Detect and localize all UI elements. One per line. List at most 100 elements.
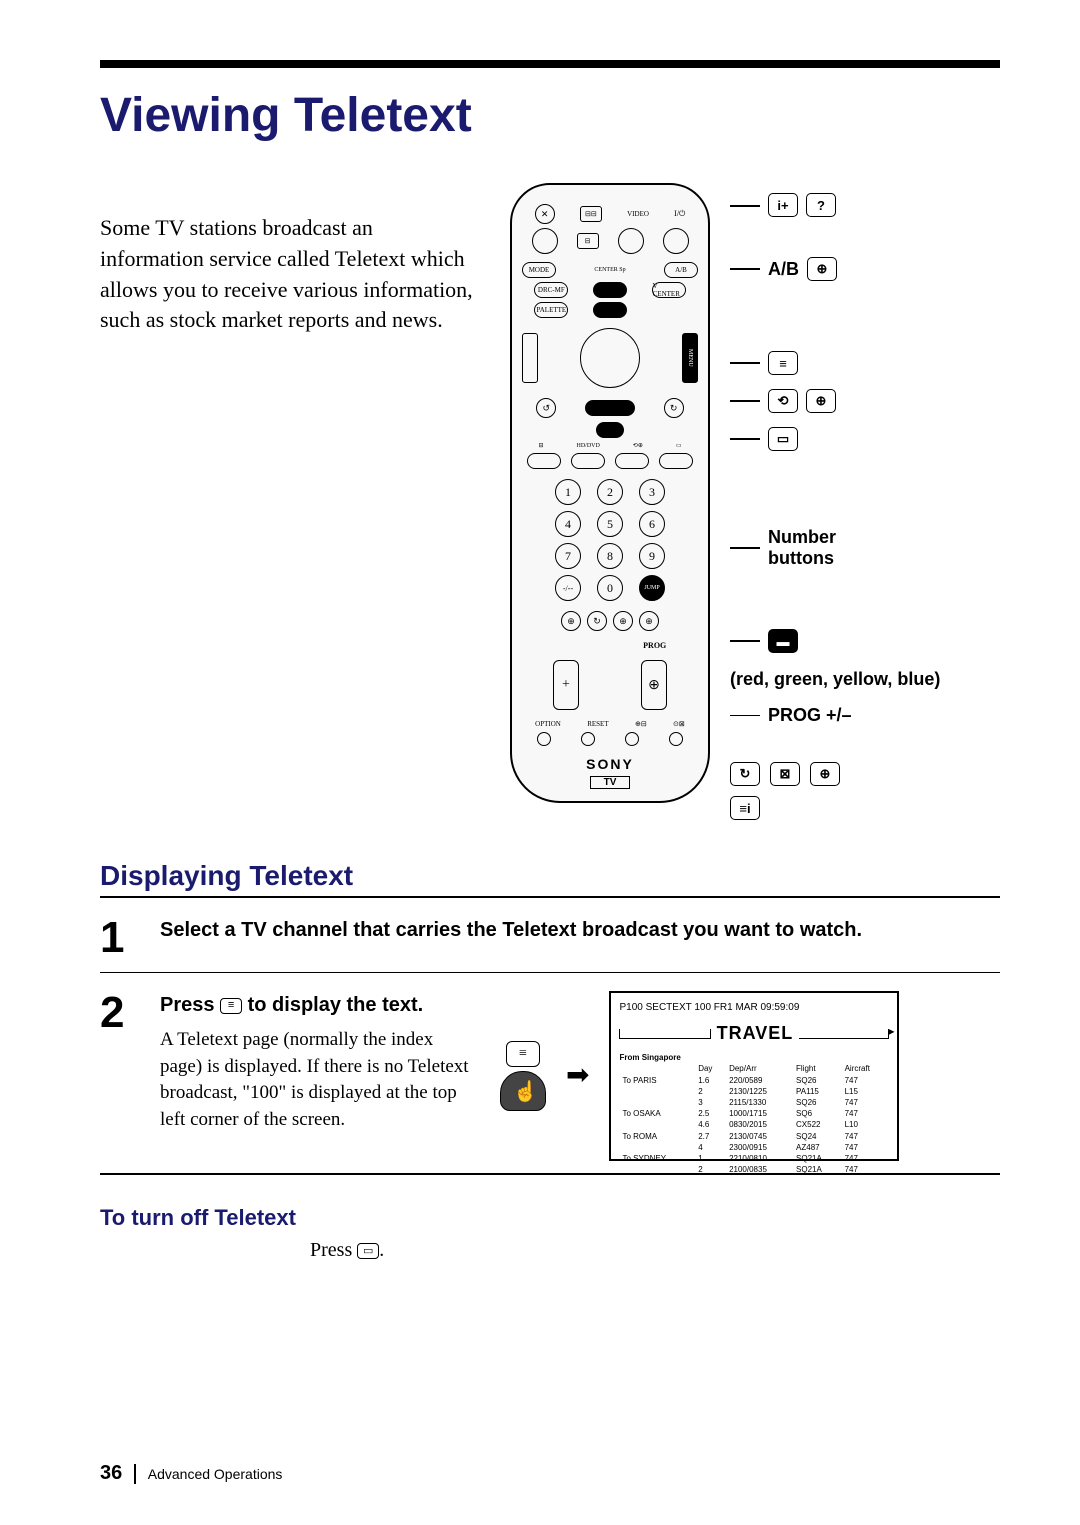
step-2-lead-a: Press — [160, 994, 220, 1016]
power-button — [663, 228, 689, 254]
callout-info-icon: i+ — [768, 193, 798, 217]
reset-label: RESET — [587, 720, 608, 728]
turnoff-a: Press — [310, 1239, 357, 1261]
callout-ab-label: A/B — [768, 259, 799, 280]
tt-btn-2 — [571, 453, 605, 469]
step-2-num: 2 — [100, 991, 140, 1035]
thumb-icon — [500, 1071, 546, 1111]
footer-divider — [134, 1464, 136, 1484]
section-title: Displaying Teletext — [100, 860, 1000, 892]
off-btn — [669, 732, 683, 746]
num-0: 0 — [597, 575, 623, 601]
twin-prog2 — [585, 400, 635, 416]
num-3: 3 — [639, 479, 665, 505]
callout-prog-label: PROG +/– — [768, 705, 852, 726]
tt-col-3: Flight — [793, 1063, 842, 1074]
callout-column: i+ ? A/B ⊕ ≡ ⟲⊕ ▭ Number buttons ▬ — [730, 183, 940, 820]
tt-banner: TRAVEL — [717, 1021, 794, 1046]
tt-col-1: Day — [695, 1063, 726, 1074]
video-btn: ⊟ — [577, 233, 599, 249]
turnoff-b: . — [379, 1239, 384, 1261]
tt-btn-1 — [527, 453, 561, 469]
num-6: 6 — [639, 511, 665, 537]
num-7: 7 — [555, 543, 581, 569]
callout-rev-icon: ⟲ — [768, 389, 798, 413]
vcenter-btn: V CENTER — [652, 282, 686, 298]
callout-hold-icon: ⊕ — [806, 389, 836, 413]
drc-btn: DRC-MF — [534, 282, 568, 298]
vol-button: + — [553, 660, 579, 710]
turnoff-title: To turn off Teletext — [100, 1205, 1000, 1231]
arrow-icon: ➡ — [566, 1056, 589, 1095]
turnoff-body: Press ▭. — [310, 1239, 1000, 1262]
tt-table: Day Dep/Arr Flight Aircraft To PARIS1.62… — [619, 1063, 889, 1175]
fastext-yellow: ⊕ — [613, 611, 633, 631]
top-rule — [100, 60, 1000, 68]
tt-header: P100 SECTEXT 100 FR1 MAR 09:59:09 — [619, 1001, 889, 1015]
mute-button — [532, 228, 558, 254]
menu-btn: MENU — [682, 333, 698, 383]
jump-btn: JUMP — [639, 575, 665, 601]
mute-icon: ✕ — [535, 204, 555, 224]
text-button-icon: ≡ — [220, 998, 242, 1014]
callout-number-label1: Number — [768, 527, 836, 548]
callout-bottom-4-icon: ≡i — [730, 796, 760, 820]
step-2-lead: Press ≡ to display the text. — [160, 991, 480, 1019]
step-1: 1 Select a TV channel that carries the T… — [100, 916, 1000, 960]
callout-fastext-icon: ▬ — [768, 629, 798, 653]
brand-label: SONY — [522, 756, 698, 772]
callout-bottom-3-icon: ⊕ — [810, 762, 840, 786]
prog-button: ⊕ — [641, 660, 667, 710]
center-sp-label: CENTER Sp — [556, 267, 664, 273]
num-9: 9 — [639, 543, 665, 569]
callout-help-icon: ? — [806, 193, 836, 217]
teletext-screen: P100 SECTEXT 100 FR1 MAR 09:59:09 TRAVEL… — [609, 991, 899, 1161]
step-2-lead-b: to display the text. — [242, 994, 423, 1016]
num-dash: -/-- — [555, 575, 581, 601]
num-1: 1 — [555, 479, 581, 505]
rule-2 — [100, 972, 1000, 974]
prog-label: PROG — [643, 641, 666, 650]
rule-1 — [100, 896, 1000, 898]
palette-button: PALETTE — [534, 302, 568, 318]
number-buttons: 1 2 3 4 5 6 7 8 9 -/-- 0 JUMP — [550, 479, 670, 601]
num-4: 4 — [555, 511, 581, 537]
tt-btn-3 — [615, 453, 649, 469]
page-number: 36 — [100, 1462, 122, 1485]
page-title: Viewing Teletext — [100, 88, 1000, 143]
picture-mode-btn — [522, 333, 538, 383]
tt-from: From Singapore — [619, 1052, 889, 1063]
footer: 36 Advanced Operations — [100, 1462, 282, 1485]
center-btn — [596, 422, 624, 438]
mode-button: MODE — [522, 262, 556, 278]
rotate-l-icon: ↺ — [536, 398, 556, 418]
footer-section: Advanced Operations — [148, 1466, 283, 1482]
step-2-illustration: ≡ ➡ P100 SECTEXT 100 FR1 MAR 09:59:09 TR… — [500, 991, 899, 1161]
tv-return-icon: ▭ — [357, 1243, 379, 1259]
option-label: OPTION — [535, 720, 561, 728]
video-select-button — [618, 228, 644, 254]
callout-text-icon: ≡ — [768, 351, 798, 375]
fastext-blue: ⊕ — [639, 611, 659, 631]
intro-text: Some TV stations broadcast an informatio… — [100, 183, 480, 820]
option-btn — [537, 732, 551, 746]
dpad — [580, 328, 640, 388]
tv-label: TV — [590, 776, 630, 789]
video-label: VIDEO — [627, 210, 649, 218]
tt-btn-4 — [659, 453, 693, 469]
callout-bottom-2-icon: ⊠ — [770, 762, 800, 786]
num-2: 2 — [597, 479, 623, 505]
step-2: 2 Press ≡ to display the text. A Teletex… — [100, 991, 1000, 1161]
pip-icon: ⊟⊟ — [580, 206, 602, 222]
num-5: 5 — [597, 511, 623, 537]
memory-stick-btn — [593, 282, 627, 298]
callout-tv-icon: ▭ — [768, 427, 798, 451]
step-1-text: Select a TV channel that carries the Tel… — [160, 916, 1000, 944]
callout-bottom-1-icon: ↻ — [730, 762, 760, 786]
timer-btn — [625, 732, 639, 746]
intro-row: Some TV stations broadcast an informatio… — [100, 183, 1000, 820]
press-text-icon: ≡ — [506, 1041, 540, 1067]
fastext-green: ↻ — [587, 611, 607, 631]
twin-prog-btn — [593, 302, 627, 318]
remote-diagram: ✕ ⊟⊟ VIDEO I/⏻ ⊟ MODE CENTER Sp A/B DRC-… — [510, 183, 1000, 820]
